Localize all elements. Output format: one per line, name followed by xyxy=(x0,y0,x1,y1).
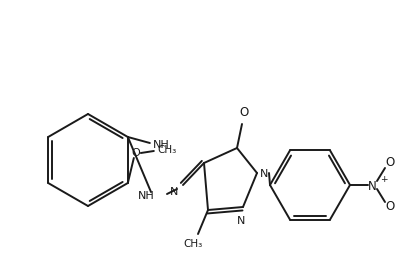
Text: NH: NH xyxy=(153,140,170,150)
Text: O: O xyxy=(385,156,395,170)
Text: CH₃: CH₃ xyxy=(158,145,177,155)
Text: N: N xyxy=(368,180,376,194)
Text: N: N xyxy=(260,169,268,179)
Text: O: O xyxy=(239,105,249,118)
Text: O: O xyxy=(385,200,395,213)
Text: O: O xyxy=(131,148,140,158)
Text: N: N xyxy=(170,187,178,197)
Text: N: N xyxy=(237,216,245,226)
Text: NH: NH xyxy=(138,191,155,201)
Text: CH₃: CH₃ xyxy=(183,239,202,249)
Text: +: + xyxy=(380,174,387,183)
